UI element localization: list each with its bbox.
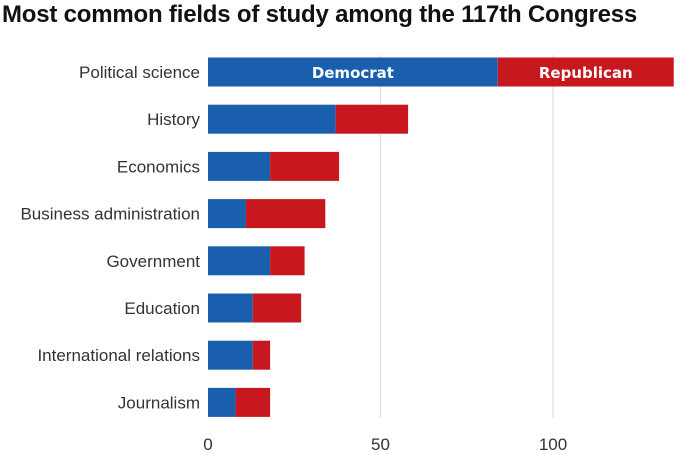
x-axis-ticks: 0 50 100	[203, 435, 567, 454]
bar-democrat-economics	[208, 151, 271, 181]
category-label-history: History	[147, 110, 200, 129]
x-tick-label-100: 100	[539, 435, 567, 454]
bar-republican-education	[252, 293, 302, 323]
bar-democrat-business-administration	[208, 199, 246, 229]
legend-label-democrat: Democrat	[312, 64, 394, 82]
chart-title: Most common fields of study among the 11…	[2, 1, 638, 28]
category-label-economics: Economics	[117, 157, 200, 176]
legend: Democrat Republican	[312, 64, 633, 82]
legend-label-republican: Republican	[539, 64, 633, 82]
bar-republican-government	[270, 246, 305, 276]
x-tick-label-0: 0	[203, 435, 212, 454]
bar-democrat-international-relations	[208, 340, 253, 370]
category-labels: Political science History Economics Busines…	[20, 63, 200, 412]
bar-republican-journalism	[235, 387, 271, 417]
bar-republican-business-administration	[245, 199, 326, 229]
bar-democrat-journalism	[208, 387, 236, 417]
bar-republican-political-science	[497, 57, 674, 87]
category-label-government: Government	[106, 252, 200, 271]
x-tick-label-50: 50	[371, 435, 390, 454]
bar-republican-history	[335, 104, 409, 134]
category-label-journalism: Journalism	[118, 393, 200, 412]
bars-layer	[208, 57, 674, 417]
category-label-business-administration: Business administration	[20, 205, 200, 224]
bar-democrat-political-science	[208, 57, 498, 87]
bar-republican-economics	[270, 151, 340, 181]
category-label-international-relations: International relations	[37, 346, 200, 365]
bar-republican-international-relations	[252, 340, 271, 370]
bar-democrat-government	[208, 246, 271, 276]
category-label-political-science: Political science	[79, 63, 200, 82]
bar-democrat-history	[208, 104, 336, 134]
category-label-education: Education	[124, 299, 200, 318]
bar-democrat-education	[208, 293, 253, 323]
